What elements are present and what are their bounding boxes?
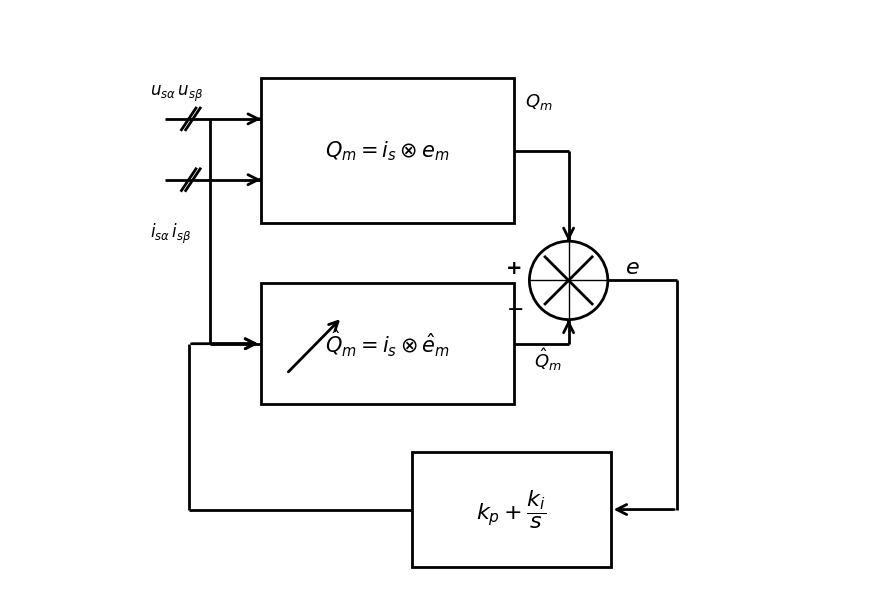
Text: $\hat{Q}_m$: $\hat{Q}_m$ [534, 347, 562, 373]
Text: $i_{s\alpha}\, i_{s\beta}$: $i_{s\alpha}\, i_{s\beta}$ [150, 222, 191, 246]
Text: $Q_m$: $Q_m$ [525, 92, 552, 112]
Text: $k_p + \dfrac{k_i}{s}$: $k_p + \dfrac{k_i}{s}$ [476, 488, 547, 531]
Text: $Q_m = i_s \otimes e_m$: $Q_m = i_s \otimes e_m$ [325, 139, 450, 163]
Text: $u_{s\alpha}\, u_{s\beta}$: $u_{s\alpha}\, u_{s\beta}$ [150, 84, 202, 104]
FancyBboxPatch shape [261, 78, 514, 223]
Text: e: e [626, 258, 640, 279]
FancyBboxPatch shape [412, 452, 611, 567]
Text: $\hat{Q}_m = i_s \otimes \hat{e}_m$: $\hat{Q}_m = i_s \otimes \hat{e}_m$ [325, 328, 450, 359]
Text: $-$: $-$ [505, 298, 523, 318]
FancyBboxPatch shape [261, 283, 514, 404]
Text: +: + [506, 259, 522, 278]
